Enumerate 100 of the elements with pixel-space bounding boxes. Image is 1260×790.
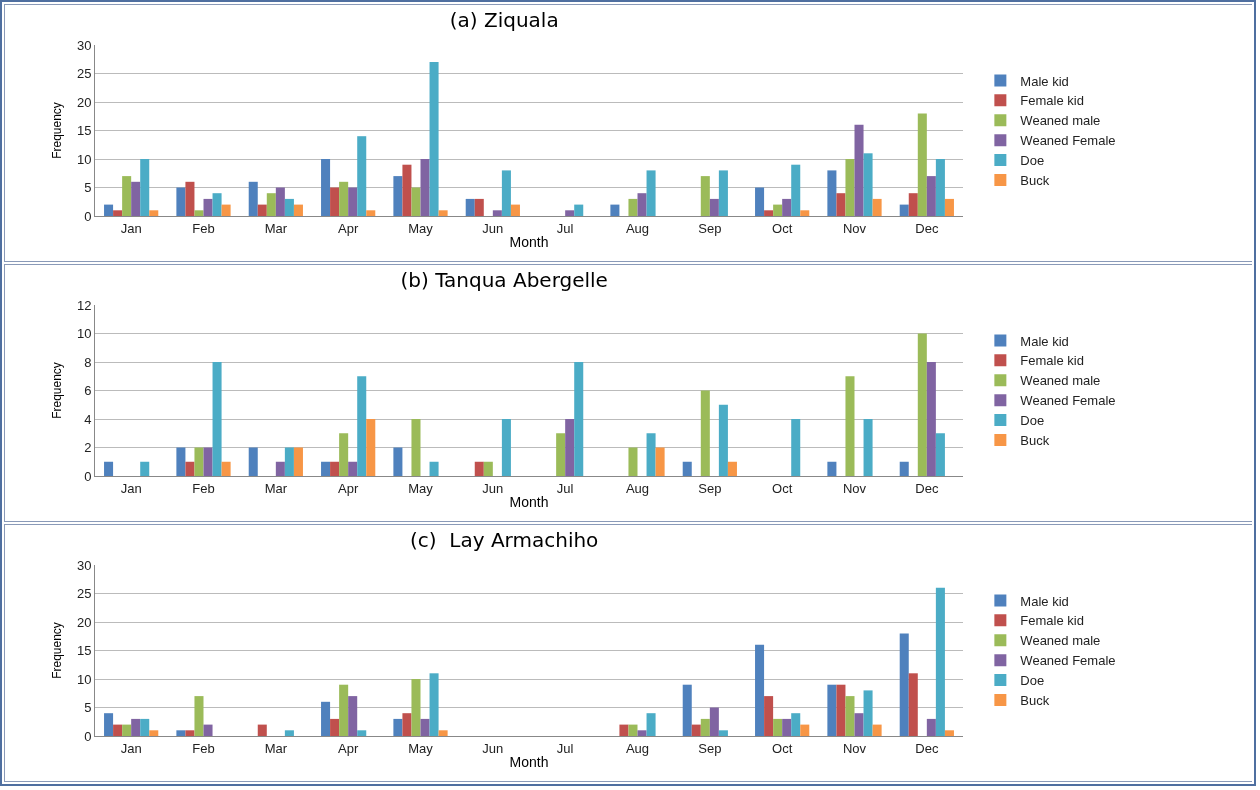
y-tick-label: 12	[76, 297, 92, 313]
bar	[393, 718, 403, 736]
bar	[357, 376, 367, 476]
bar	[782, 718, 792, 736]
y-tick-label: 0	[84, 208, 92, 224]
bar	[185, 730, 195, 736]
bar	[755, 644, 765, 736]
bar	[935, 587, 945, 736]
bar	[357, 730, 367, 736]
x-tick-label: Feb	[192, 740, 215, 756]
bar	[917, 333, 927, 476]
bar	[194, 447, 204, 476]
x-tick-label: Feb	[192, 480, 215, 496]
bar	[366, 210, 376, 216]
bar	[275, 187, 285, 216]
bar	[429, 461, 439, 476]
bar	[113, 724, 123, 736]
bar	[827, 684, 837, 736]
bar	[718, 170, 728, 216]
bar	[203, 724, 213, 736]
bar	[899, 204, 909, 216]
bar	[646, 433, 656, 476]
y-axis-title: Frequency	[50, 362, 64, 419]
x-tick-label: Aug	[625, 740, 650, 756]
bar	[339, 433, 349, 476]
bar	[248, 447, 258, 476]
bar	[104, 461, 114, 476]
x-tick-label: Oct	[772, 480, 793, 496]
bar	[610, 204, 620, 216]
bar	[411, 679, 421, 736]
bar	[899, 633, 909, 736]
bar	[628, 447, 638, 476]
bar	[348, 187, 358, 216]
legend-label: Buck	[1020, 173, 1050, 189]
bar	[321, 159, 331, 216]
bar	[149, 210, 159, 216]
bar	[791, 164, 801, 216]
bar	[872, 724, 882, 736]
x-tick-label: Jul	[556, 480, 574, 496]
y-tick-label: 20	[76, 614, 92, 630]
y-tick-label: 25	[76, 66, 92, 82]
bar	[574, 204, 584, 216]
bar	[800, 210, 810, 216]
y-axis-title: Frequency	[50, 622, 64, 679]
legend-label: Doe	[1020, 673, 1045, 689]
y-tick-label: 2	[84, 440, 92, 456]
bar	[782, 198, 792, 216]
bar	[339, 684, 349, 736]
bar	[266, 193, 276, 216]
legend-label: Weaned Female	[1020, 393, 1116, 409]
y-tick-label: 6	[84, 383, 92, 399]
bar	[682, 461, 692, 476]
bar	[727, 461, 737, 476]
y-tick-label: 15	[76, 123, 92, 139]
bar	[836, 193, 846, 216]
y-tick-label: 30	[76, 37, 92, 53]
bar	[420, 159, 430, 216]
bar	[330, 187, 340, 216]
x-tick-label: Mar	[264, 740, 288, 756]
bar	[257, 204, 267, 216]
bar	[827, 461, 837, 476]
bar	[465, 198, 475, 216]
bar	[646, 713, 656, 736]
bar	[321, 461, 331, 476]
bar	[700, 390, 710, 476]
bar	[284, 447, 294, 476]
bar	[700, 718, 710, 736]
bar	[474, 198, 484, 216]
bar	[275, 461, 285, 476]
bar	[935, 159, 945, 216]
y-axis-title: Frequency	[50, 102, 64, 159]
bar	[764, 696, 774, 736]
bar	[565, 210, 575, 216]
bar	[845, 376, 855, 476]
bar	[185, 181, 195, 216]
legend-label: Doe	[1020, 153, 1045, 169]
bar	[556, 433, 566, 476]
bar	[709, 707, 719, 736]
legend-label: Buck	[1020, 433, 1050, 449]
x-tick-label: Sep	[698, 740, 722, 756]
bar	[872, 198, 882, 216]
x-tick-label: Jan	[120, 740, 142, 756]
legend-label: Weaned Female	[1020, 133, 1116, 149]
bar	[700, 176, 710, 216]
bar	[908, 673, 918, 736]
bar	[203, 447, 213, 476]
bar	[104, 204, 114, 216]
legend-label: Weaned male	[1020, 113, 1101, 129]
bar	[773, 718, 783, 736]
x-tick-label: Nov	[842, 740, 867, 756]
bar	[402, 164, 412, 216]
bar	[917, 113, 927, 216]
bar	[393, 447, 403, 476]
bar	[619, 724, 629, 736]
bar	[330, 461, 340, 476]
x-tick-label: Jan	[120, 220, 142, 236]
bar	[574, 362, 584, 476]
legend-label: Female kid	[1020, 353, 1084, 369]
legend-label: Male kid	[1020, 593, 1069, 609]
x-tick-label: Mar	[264, 220, 288, 236]
